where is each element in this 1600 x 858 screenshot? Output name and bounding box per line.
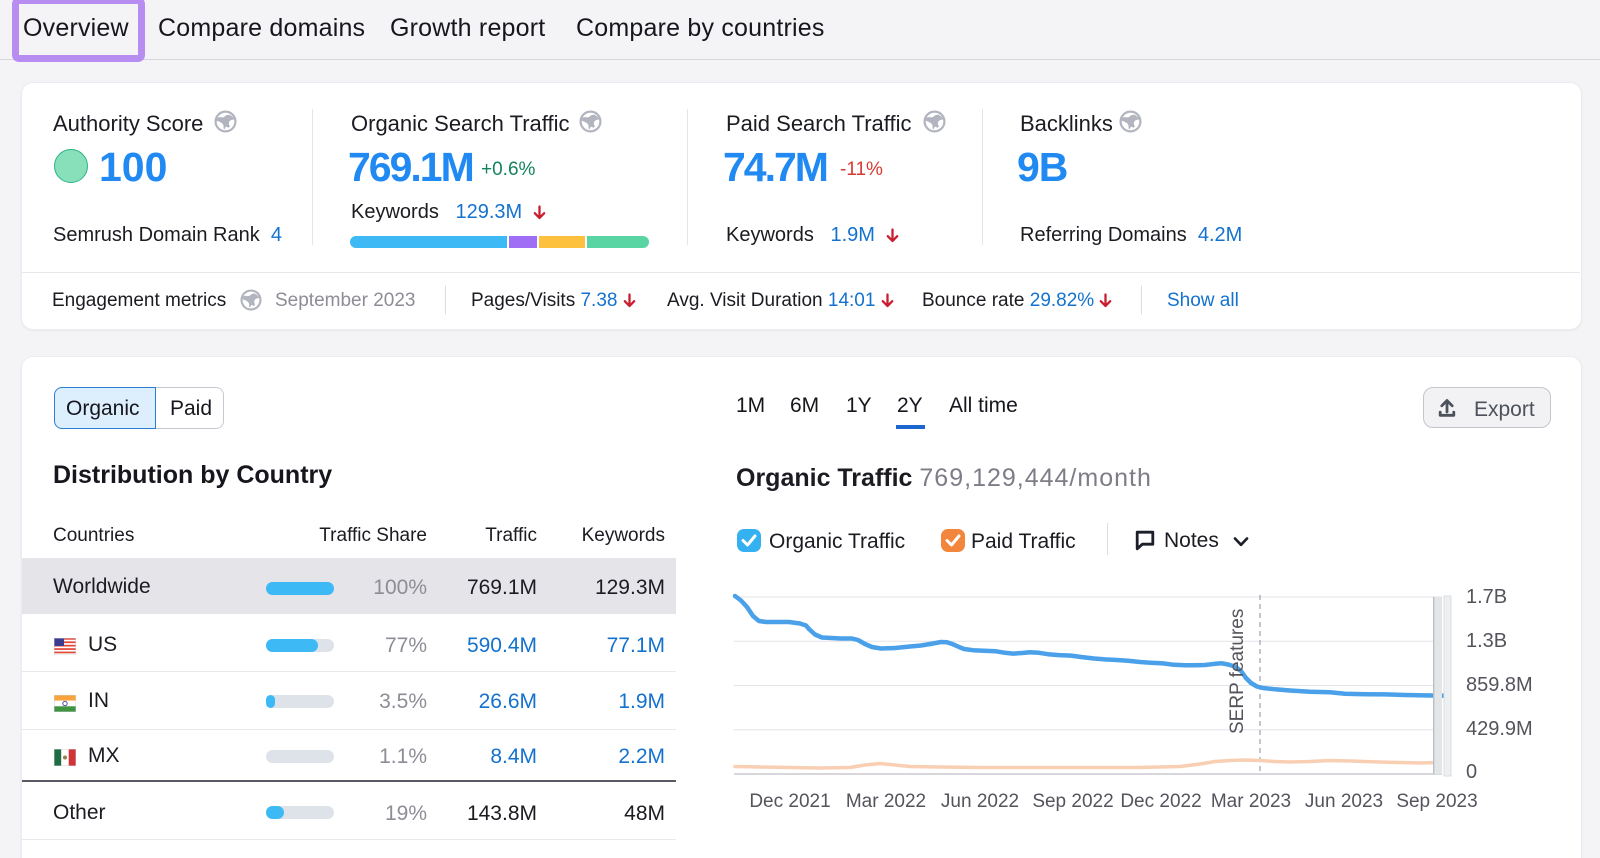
svg-text:SERP features: SERP features xyxy=(1227,609,1248,734)
